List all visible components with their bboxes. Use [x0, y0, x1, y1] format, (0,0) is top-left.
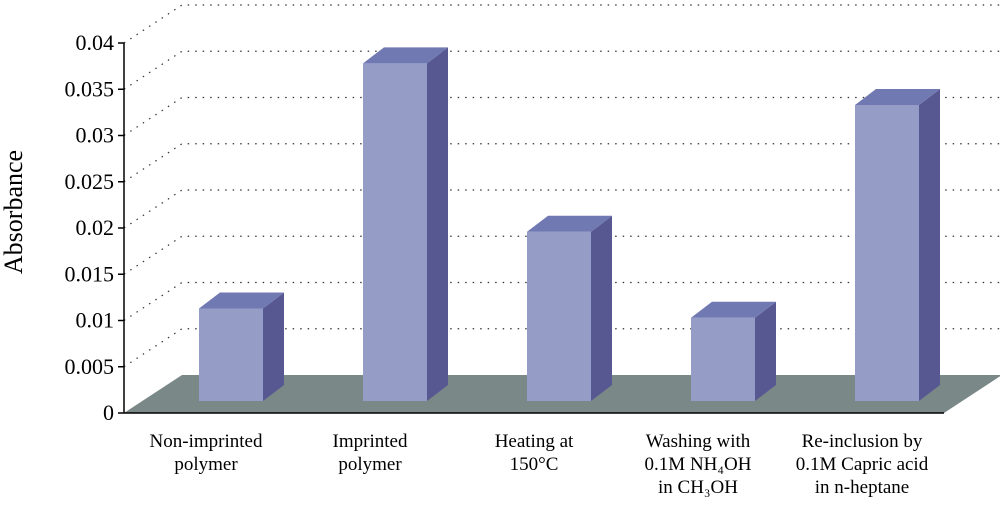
y-tick-label: 0: [103, 400, 114, 425]
y-tick-label: 0.025: [65, 169, 115, 194]
bar-front: [691, 317, 755, 401]
x-category-label-line: Washing with: [646, 431, 751, 452]
bar-top: [691, 301, 776, 318]
grid-line: [123, 50, 1000, 90]
grid-line: [123, 235, 1000, 275]
x-category-label-line: 0.1M Capric acid: [796, 454, 929, 475]
bar-side: [427, 47, 448, 401]
x-category-label-line: polymer: [174, 454, 238, 475]
y-tick-label: 0.04: [76, 30, 115, 55]
x-category-label: Heating at 150°C: [495, 431, 574, 475]
x-category-label-line: Non-imprinted: [150, 431, 263, 452]
bar-side: [919, 89, 940, 401]
x-category-label-line: in CH₃OH: [658, 477, 738, 498]
bar-front: [363, 63, 427, 401]
x-category-label-line: Imprinted: [333, 431, 408, 452]
y-tick-label: 0.01: [76, 308, 115, 333]
y-axis: 0 0.005 0.01 0.015 0.02 0.025 0.03 0.035 0.04: [65, 30, 944, 425]
bar-top: [199, 292, 284, 309]
grid-line: [123, 143, 1000, 183]
grid-line: [123, 4, 1000, 44]
y-tick-label: 0.005: [65, 354, 115, 379]
bar: [199, 292, 284, 401]
x-category-label-line: in n-heptane: [815, 477, 909, 498]
bar-front: [855, 105, 919, 401]
bar-side: [755, 301, 776, 401]
bar: [527, 215, 612, 401]
bar-top: [527, 215, 612, 232]
bars: [199, 47, 940, 401]
x-category-label-line: polymer: [338, 454, 402, 475]
bar: [691, 301, 776, 401]
grid-lines: [123, 4, 1000, 368]
y-tick-label: 0.015: [65, 261, 115, 286]
grid-line: [123, 96, 1000, 137]
grid-line: [123, 189, 1000, 229]
bar-front: [199, 308, 263, 401]
x-category-label: Imprinted polymer: [333, 431, 408, 475]
y-axis-title: Absorbance: [0, 150, 28, 274]
y-tick-label: 0.035: [65, 76, 115, 101]
bar: [855, 89, 940, 401]
bar-side: [591, 215, 612, 401]
y-tick-label: 0.03: [76, 123, 115, 148]
bar-front: [527, 231, 591, 401]
bar: [363, 47, 448, 401]
x-category-label-line: Heating at: [495, 431, 574, 452]
x-category-label-line: Re-inclusion by: [802, 431, 923, 452]
x-category-label: Washing with 0.1M NH₄OH in CH₃OH: [645, 431, 752, 498]
x-category-label: Non-imprinted polymer: [150, 431, 263, 475]
bar-top: [855, 89, 940, 105]
y-tick-label: 0.02: [76, 215, 115, 240]
x-category-label-line: 0.1M NH₄OH: [645, 454, 752, 475]
x-category-label-line: 150°C: [510, 454, 559, 475]
grid-line: [123, 281, 1000, 322]
x-category-label: Re-inclusion by 0.1M Capric acid in n-hept…: [796, 431, 929, 498]
bar-side: [263, 292, 284, 401]
bar-top: [363, 47, 448, 64]
